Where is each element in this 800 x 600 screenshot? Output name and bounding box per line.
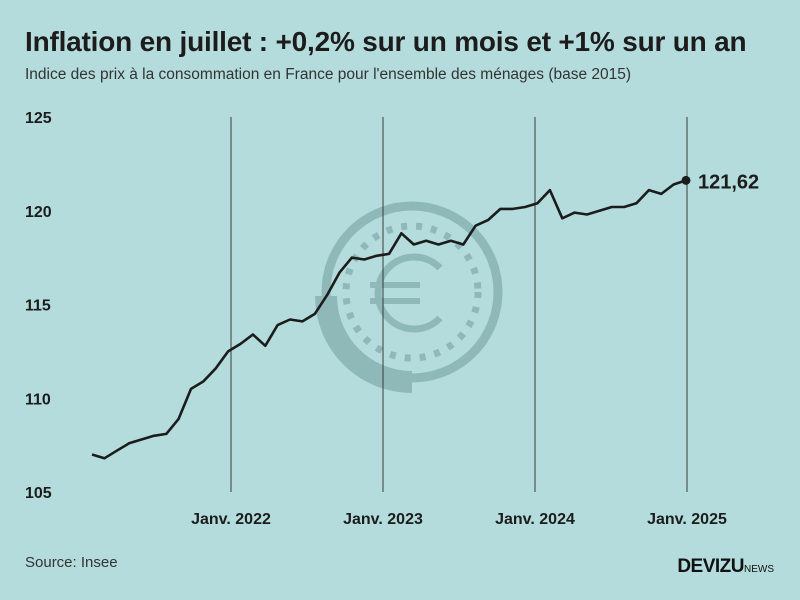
chart-subtitle: Indice des prix à la consommation en Fra… — [25, 66, 632, 83]
x-tick-label: Janv. 2025 — [647, 511, 727, 528]
brand-name: DEVIZU — [677, 556, 744, 577]
end-point — [681, 175, 691, 185]
brand-logo: DEVIZUNEWS — [677, 556, 774, 578]
x-tick-label: Janv. 2022 — [191, 511, 271, 528]
x-tick-label: Janv. 2023 — [343, 511, 423, 528]
coin-dots — [342, 222, 482, 362]
y-tick-label: 115 — [25, 298, 51, 315]
x-tick-label: Janv. 2024 — [495, 511, 575, 528]
grid-lines — [230, 117, 688, 492]
coin-rim — [315, 295, 413, 393]
y-tick-label: 125 — [25, 110, 52, 127]
series-layer: 121,62 — [91, 171, 759, 460]
euro-arc — [374, 253, 443, 333]
y-axis: 105 110 115 120 125 — [25, 110, 52, 502]
series-line — [91, 179, 687, 460]
end-value-label: 121,62 — [698, 171, 759, 193]
x-axis: Janv. 2022 Janv. 2023 Janv. 2024 Janv. 2025 — [191, 511, 727, 528]
euro-coin-icon — [315, 201, 503, 393]
y-tick-label: 105 — [25, 485, 52, 502]
brand-suffix: NEWS — [744, 564, 774, 575]
y-tick-label: 120 — [25, 204, 52, 221]
chart-title: Inflation en juillet : +0,2% sur un mois… — [25, 26, 747, 57]
source-note: Source: Insee — [25, 554, 118, 571]
y-tick-label: 110 — [25, 391, 51, 408]
